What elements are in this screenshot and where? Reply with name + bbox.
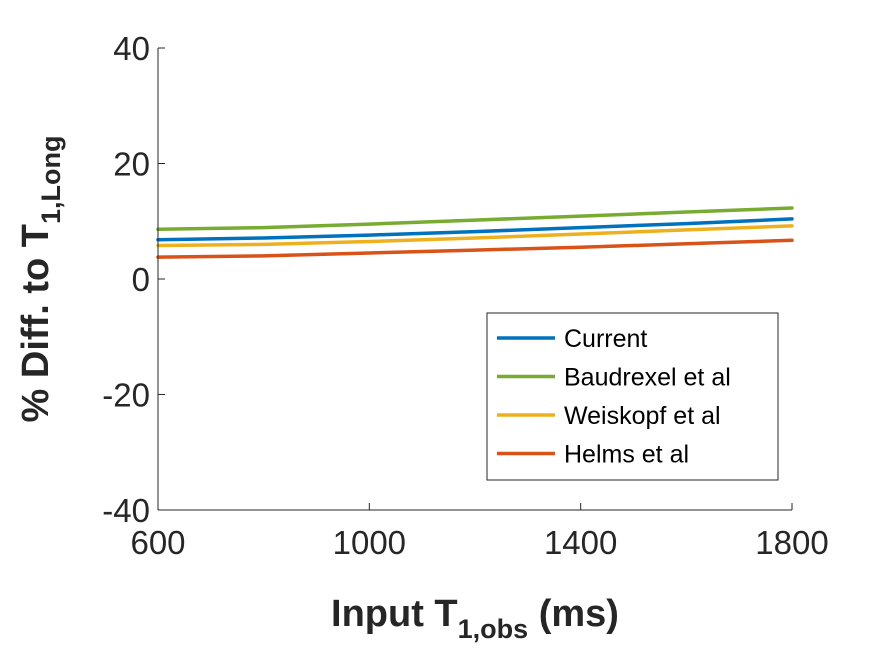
x-tick-label: 1800 [755, 524, 828, 561]
x-tick-label: 600 [130, 524, 185, 561]
x-axis-title: Input T1,obs (ms) [331, 593, 619, 644]
series-line-0 [156, 217, 794, 242]
series-layer [156, 206, 794, 259]
y-tick-label: 0 [132, 261, 150, 298]
x-tick-label: 1000 [333, 524, 406, 561]
axes: 600 1000 1400 1800 -40 -20 0 20 40 [102, 30, 828, 561]
legend: Current Baudrexel et al Weiskopf et al Helm… [486, 312, 779, 481]
y-tick-label: 40 [113, 30, 150, 67]
series-line-2 [156, 224, 794, 248]
y-axis-title-sub: 1,Long [36, 136, 66, 225]
x-tick-label: 1400 [544, 524, 617, 561]
y-axis-title: % Diff. to T1,Long [15, 136, 66, 423]
legend-label-2: Weiskopf et al [564, 402, 721, 430]
legend-label-1: Baudrexel et al [564, 364, 731, 392]
legend-label-3: Helms et al [564, 441, 689, 469]
legend-label-0: Current [564, 325, 647, 353]
series-line-3 [156, 238, 794, 259]
series-line-1 [156, 206, 794, 232]
x-axis-title-sub: 1,obs [458, 614, 529, 644]
y-tick-label: 20 [113, 146, 150, 183]
y-tick-label: -40 [102, 492, 150, 529]
x-axis-title-main: Input T [331, 593, 458, 635]
x-axis-title-tail: (ms) [528, 593, 619, 635]
y-axis-title-main: % Diff. to T [15, 224, 57, 422]
y-tick-label: -20 [102, 377, 150, 414]
